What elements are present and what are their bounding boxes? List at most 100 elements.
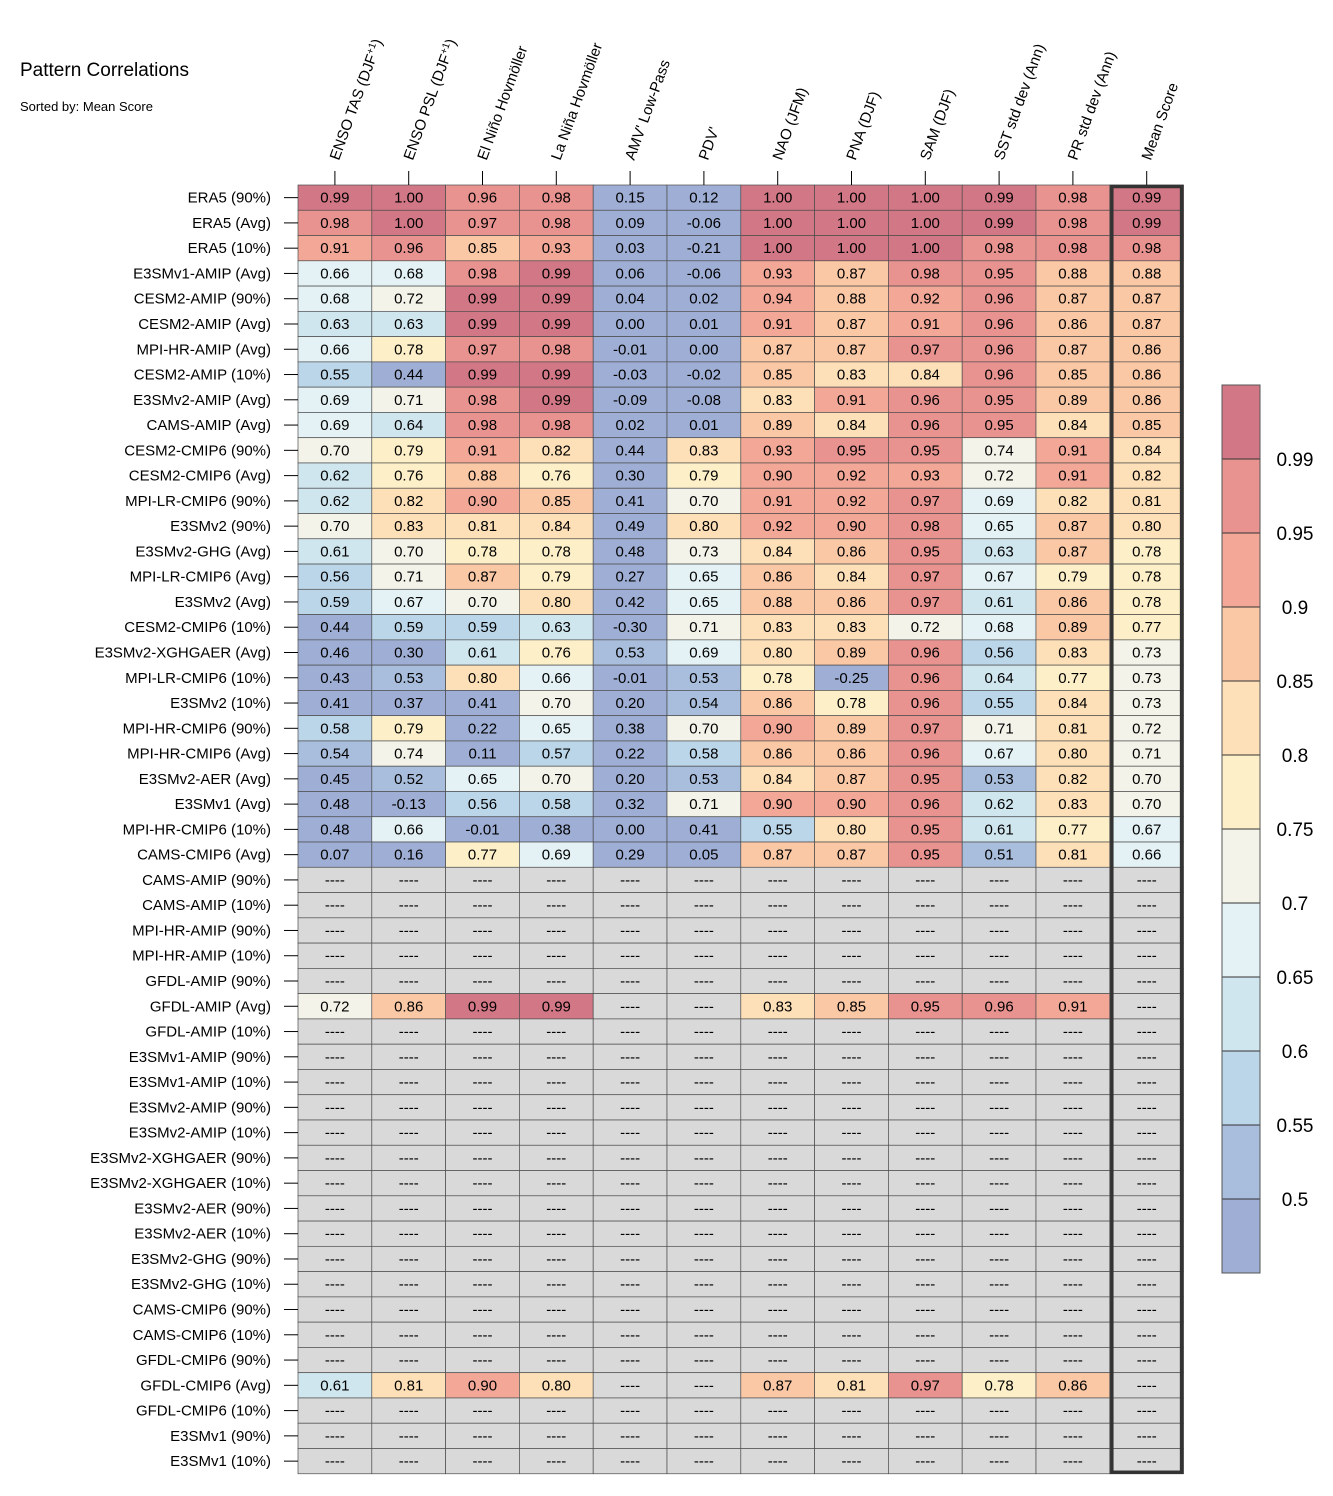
heatmap-cell [297, 1448, 373, 1475]
cell-value: 0.86 [1058, 1377, 1087, 1394]
heatmap-cell [1035, 614, 1111, 641]
colorbar-segment [1222, 459, 1260, 533]
colorbar-tick-label: 0.85 [1277, 672, 1314, 693]
heatmap-cell [519, 1448, 594, 1475]
cell-value: ---- [546, 973, 566, 990]
heatmap-cell [519, 1144, 594, 1171]
heatmap-cell [519, 588, 594, 615]
heatmap-cell [961, 588, 1037, 615]
heatmap-cell [961, 690, 1037, 717]
row-label: E3SMv1-AMIP (Avg) [133, 265, 271, 282]
cell-value: ---- [546, 922, 566, 939]
heatmap-cell [666, 336, 742, 363]
heatmap-cell [371, 917, 446, 944]
column-label: SST std dev (Ann) [991, 42, 1049, 163]
heatmap-cell [1035, 968, 1111, 994]
heatmap-cell [888, 639, 963, 666]
cell-value: 0.95 [911, 442, 940, 459]
heatmap-cell [519, 462, 594, 489]
heatmap-cell [592, 1422, 668, 1449]
cell-value: ---- [473, 1428, 493, 1445]
cell-value: ---- [1137, 1276, 1157, 1293]
cell-value: 0.61 [984, 594, 1013, 611]
cell-value: 0.78 [984, 1377, 1013, 1394]
cell-value: 0.79 [1058, 569, 1087, 586]
heatmap-cell [961, 639, 1037, 666]
cell-value: ---- [842, 1074, 862, 1091]
heatmap-cell [519, 841, 594, 868]
cell-value: 1.00 [911, 190, 940, 207]
cell-value: 0.91 [763, 316, 792, 333]
cell-value: ---- [546, 1453, 566, 1470]
cell-value: ---- [399, 948, 419, 965]
cell-value: ---- [1137, 1150, 1157, 1167]
row-label: GFDL-AMIP (10%) [145, 1024, 271, 1041]
heatmap-cell [666, 1018, 742, 1045]
cell-value: 0.85 [763, 367, 792, 384]
cell-value: 0.74 [394, 746, 423, 763]
heatmap-cell [888, 917, 963, 944]
cell-value: 0.85 [468, 240, 497, 257]
cell-value: ---- [399, 1175, 419, 1192]
row-label: MPI-HR-CMIP6 (90%) [123, 720, 271, 737]
cell-value: 0.86 [763, 569, 792, 586]
cell-value: ---- [620, 922, 640, 939]
cell-value: 0.84 [837, 569, 866, 586]
heatmap-cell [371, 386, 446, 413]
heatmap-cell [888, 1448, 963, 1475]
cell-value: ---- [989, 897, 1009, 914]
cell-value: ---- [1063, 973, 1083, 990]
cell-value: 1.00 [911, 215, 940, 232]
cell-value: ---- [842, 1175, 862, 1192]
cell-value: 0.30 [615, 468, 644, 485]
cell-value: 0.58 [320, 720, 349, 737]
cell-value: 0.38 [542, 821, 571, 838]
column-label: PR std dev (Ann) [1065, 49, 1120, 162]
heatmap-cell [740, 942, 815, 969]
cell-value: ---- [1063, 922, 1083, 939]
heatmap-cell [740, 462, 815, 489]
cell-value: 0.79 [689, 468, 718, 485]
heatmap-cell [666, 209, 742, 236]
heatmap-cell [740, 1347, 815, 1374]
row-label: CAMS-AMIP (10%) [142, 897, 271, 914]
heatmap-cell [666, 1448, 742, 1475]
cell-value: 0.07 [320, 847, 349, 864]
heatmap-cell [888, 1347, 963, 1374]
heatmap-cell [445, 664, 520, 691]
heatmap-cell [371, 1296, 446, 1323]
cell-value: 0.05 [689, 847, 718, 864]
heatmap-cell [1109, 664, 1184, 691]
heatmap-cell [519, 260, 594, 287]
cell-value: ---- [1137, 1302, 1157, 1319]
heatmap-cell [371, 336, 446, 363]
row-label: MPI-HR-AMIP (10%) [132, 948, 271, 965]
cell-value: ---- [620, 948, 640, 965]
cell-value: -0.01 [465, 821, 499, 838]
heatmap-cell [740, 1245, 815, 1272]
heatmap-cell [371, 487, 446, 514]
row-label: E3SMv1 (Avg) [175, 796, 271, 813]
heatmap-cell [888, 1245, 963, 1272]
cell-value: 0.65 [689, 569, 718, 586]
cell-value: 0.85 [542, 493, 571, 510]
heatmap-cell [888, 1372, 963, 1399]
heatmap-cell [666, 1195, 742, 1222]
heatmap-cell [961, 1069, 1037, 1096]
cell-value: 0.20 [615, 695, 644, 712]
cell-value: ---- [620, 1377, 640, 1394]
cell-value: 0.71 [689, 796, 718, 813]
heatmap-cell [371, 513, 446, 540]
heatmap-cell [888, 614, 963, 641]
heatmap-cell [1109, 538, 1184, 565]
heatmap-cell [666, 1397, 742, 1424]
cell-value: 0.87 [1058, 543, 1087, 560]
heatmap-cell [666, 462, 742, 489]
cell-value: ---- [694, 1200, 714, 1217]
cell-value: 0.53 [689, 670, 718, 687]
cell-value: 0.87 [763, 847, 792, 864]
colorbar-tick-label: 0.55 [1277, 1116, 1314, 1137]
cell-value: 0.95 [911, 821, 940, 838]
heatmap-cell [297, 1018, 373, 1045]
heatmap-cell [814, 1321, 889, 1348]
